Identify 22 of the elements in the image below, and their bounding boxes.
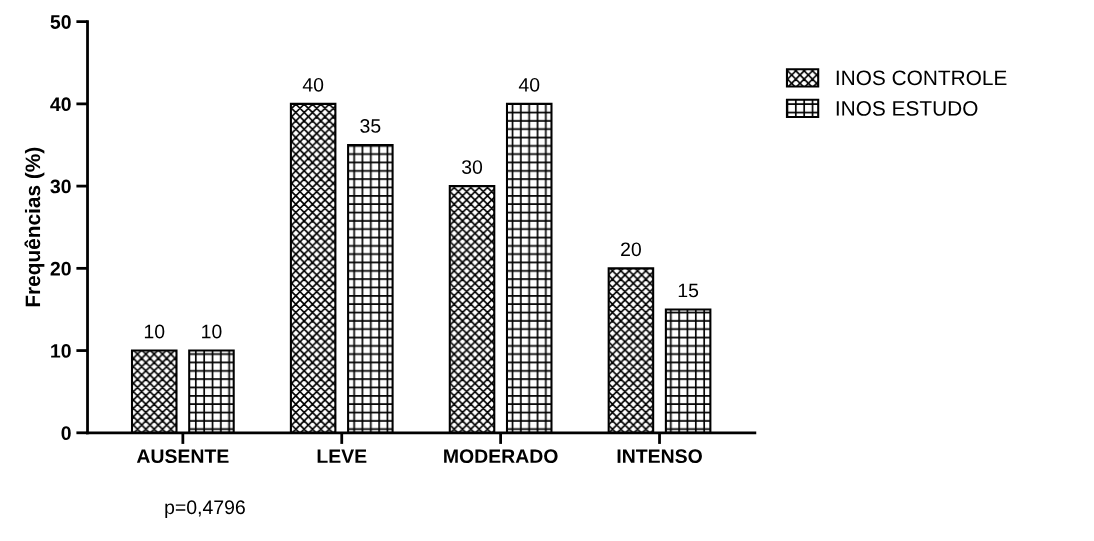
legend-label: INOS CONTROLE	[836, 70, 1007, 86]
x-tick-label: MODERADO	[444, 449, 558, 464]
y-tick-label: 30	[50, 179, 71, 194]
y-tick-label: 0	[61, 426, 71, 441]
y-axis-title: Frequências (%)	[24, 147, 45, 307]
text: p=0,4796	[165, 500, 245, 518]
y-tick-label: 50	[50, 15, 71, 29]
data-label: 20	[621, 242, 641, 257]
y-tick-label: 20	[50, 261, 71, 276]
legend-label: INOS ESTUDO	[836, 101, 978, 116]
data-label: 15	[678, 283, 699, 298]
data-label: 30	[461, 160, 483, 174]
data-label: 40	[302, 77, 324, 92]
y-tick-label: 40	[50, 97, 71, 112]
data-label: 40	[518, 77, 540, 92]
y-tick-label: 10	[51, 344, 71, 358]
data-label: 10	[202, 324, 222, 339]
x-tick-label: INTENSO	[617, 449, 702, 464]
data-label: 10	[144, 324, 165, 339]
x-tick-label: AUSENTE	[136, 449, 229, 464]
x-tick-label: LEVE	[317, 449, 367, 463]
data-label: 35	[360, 119, 381, 133]
